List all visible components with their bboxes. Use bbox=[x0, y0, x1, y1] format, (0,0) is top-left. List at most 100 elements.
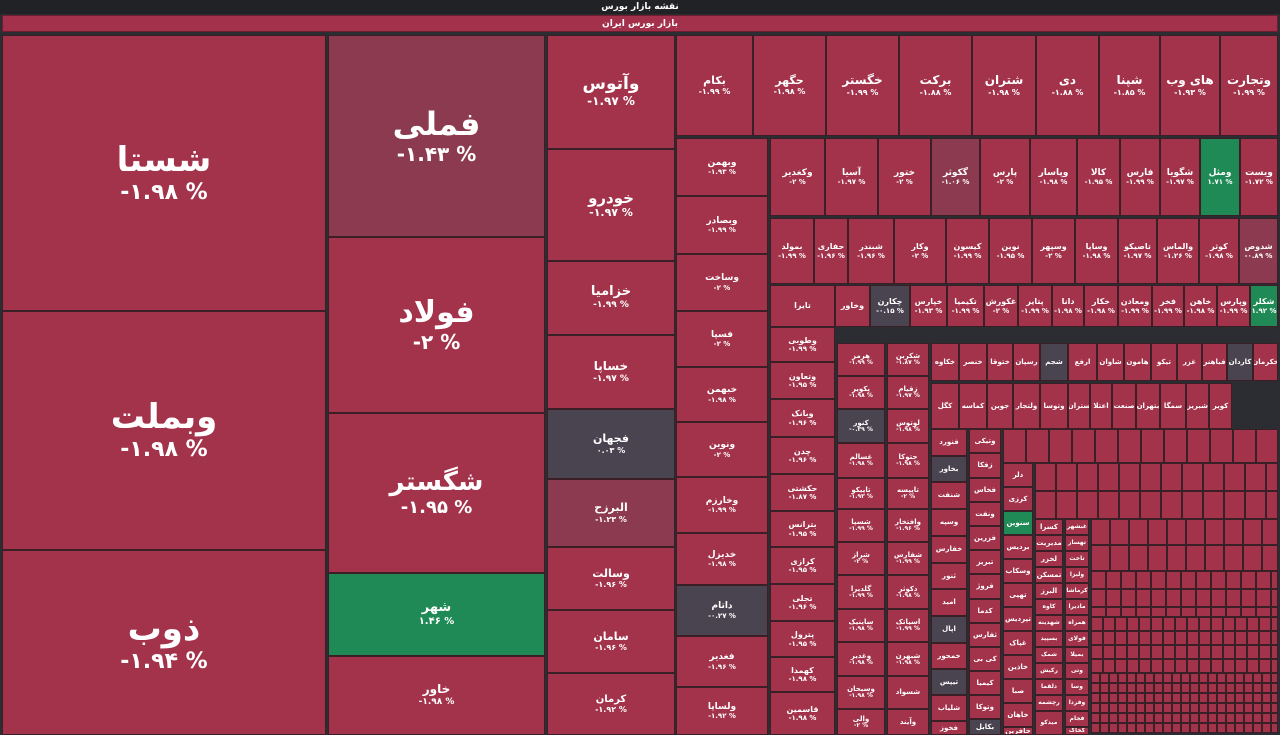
stock-tile[interactable]: آسیا -۱.۹۷ % bbox=[825, 138, 878, 216]
stock-tile[interactable]: وتعاون -۱.۹۵ % bbox=[770, 362, 835, 399]
small-stock-cell[interactable] bbox=[1139, 617, 1151, 631]
stock-tile[interactable]: کالا -۱.۹۵ % bbox=[1077, 138, 1120, 216]
stock-tile[interactable]: کماسه bbox=[959, 383, 987, 429]
stock-tile[interactable]: خساپا -۱.۹۷ % bbox=[547, 335, 675, 409]
stock-tile[interactable]: شگستر -۱.۹۵ % bbox=[328, 413, 545, 573]
small-stock-cell[interactable] bbox=[1098, 491, 1119, 519]
small-stock-cell[interactable] bbox=[1136, 723, 1145, 733]
stock-tile[interactable]: فنورد bbox=[931, 429, 967, 456]
small-stock-cell[interactable] bbox=[1115, 631, 1127, 645]
stock-tile[interactable]: غپاک bbox=[1003, 631, 1033, 655]
small-stock-cell[interactable] bbox=[1163, 631, 1175, 645]
stock-tile[interactable]: خاهن -۱.۹۸ % bbox=[1184, 285, 1217, 327]
small-stock-cell[interactable] bbox=[1271, 659, 1278, 673]
stock-tile[interactable]: وسبحان -۱.۹۸ % bbox=[837, 676, 885, 709]
small-stock-cell[interactable] bbox=[1187, 429, 1210, 463]
small-stock-cell[interactable] bbox=[1139, 631, 1151, 645]
small-stock-cell[interactable] bbox=[1161, 491, 1182, 519]
stock-tile[interactable]: شکربن -۱.۸۷ % bbox=[887, 343, 929, 376]
stock-tile[interactable]: اسیاتک -۱.۹۹ % bbox=[887, 609, 929, 642]
small-stock-cell[interactable] bbox=[1181, 693, 1190, 703]
stock-tile[interactable]: زقیام -۱.۹۷ % bbox=[887, 376, 929, 409]
small-stock-cell[interactable] bbox=[1244, 673, 1253, 683]
stock-tile[interactable]: صنعت bbox=[1112, 383, 1136, 429]
small-stock-cell[interactable] bbox=[1109, 723, 1118, 733]
stock-tile[interactable]: ومثل ۱.۷۱ % bbox=[1200, 138, 1240, 216]
small-stock-cell[interactable] bbox=[1136, 703, 1145, 713]
stock-tile[interactable]: کنور -۰.۳۹ % bbox=[837, 409, 885, 443]
stock-tile[interactable]: تهساز bbox=[1065, 535, 1089, 551]
small-stock-cell[interactable] bbox=[1091, 673, 1100, 683]
stock-tile[interactable]: حفاری -۱.۹۶ % bbox=[814, 218, 848, 284]
stock-tile[interactable]: تمسکن bbox=[1035, 567, 1063, 583]
small-stock-cell[interactable] bbox=[1205, 519, 1224, 545]
small-stock-cell[interactable] bbox=[1262, 545, 1278, 571]
stock-tile[interactable]: غسالم -۱.۹۸ % bbox=[837, 443, 885, 478]
small-stock-cell[interactable] bbox=[1181, 723, 1190, 733]
stock-tile[interactable]: بسپید bbox=[1035, 631, 1063, 647]
stock-tile[interactable]: ومعادن -۱.۹۹ % bbox=[1118, 285, 1152, 327]
stock-tile[interactable]: تیکو bbox=[1151, 343, 1177, 381]
stock-tile[interactable]: فزرین bbox=[969, 526, 1001, 550]
small-stock-cell[interactable] bbox=[1035, 491, 1056, 519]
small-stock-cell[interactable] bbox=[1190, 703, 1199, 713]
small-stock-cell[interactable] bbox=[1205, 545, 1224, 571]
small-stock-cell[interactable] bbox=[1151, 631, 1163, 645]
small-stock-cell[interactable] bbox=[1203, 463, 1224, 491]
small-stock-cell[interactable] bbox=[1072, 429, 1095, 463]
small-stock-cell[interactable] bbox=[1118, 683, 1127, 693]
small-stock-cell[interactable] bbox=[1247, 659, 1259, 673]
stock-tile[interactable]: خفارس bbox=[931, 536, 967, 563]
small-stock-cell[interactable] bbox=[1266, 491, 1278, 519]
stock-tile[interactable]: بمیلا bbox=[1065, 647, 1089, 663]
small-stock-cell[interactable] bbox=[1241, 589, 1256, 607]
stock-tile[interactable]: شفارس -۱.۹۹ % bbox=[887, 542, 929, 575]
small-stock-cell[interactable] bbox=[1256, 429, 1278, 463]
small-stock-cell[interactable] bbox=[1129, 519, 1148, 545]
small-stock-cell[interactable] bbox=[1127, 617, 1139, 631]
small-stock-cell[interactable] bbox=[1244, 703, 1253, 713]
small-stock-cell[interactable] bbox=[1208, 713, 1217, 723]
small-stock-cell[interactable] bbox=[1181, 703, 1190, 713]
small-stock-cell[interactable] bbox=[1262, 683, 1271, 693]
stock-tile[interactable]: غزر bbox=[1177, 343, 1202, 381]
small-stock-cell[interactable] bbox=[1151, 571, 1166, 589]
small-stock-cell[interactable] bbox=[1163, 673, 1172, 683]
small-stock-cell[interactable] bbox=[1145, 683, 1154, 693]
small-stock-cell[interactable] bbox=[1115, 645, 1127, 659]
small-stock-cell[interactable] bbox=[1244, 693, 1253, 703]
small-stock-cell[interactable] bbox=[1199, 631, 1211, 645]
stock-tile[interactable]: دلقما bbox=[1035, 679, 1063, 695]
small-stock-cell[interactable] bbox=[1100, 703, 1109, 713]
stock-tile[interactable]: ولتجار bbox=[1013, 383, 1040, 429]
small-stock-cell[interactable] bbox=[1199, 693, 1208, 703]
small-stock-cell[interactable] bbox=[1172, 693, 1181, 703]
small-stock-cell[interactable] bbox=[1187, 645, 1199, 659]
small-stock-cell[interactable] bbox=[1271, 571, 1278, 589]
stock-tile[interactable]: حکشتی -۱.۸۷ % bbox=[770, 474, 835, 511]
small-stock-cell[interactable] bbox=[1091, 607, 1106, 617]
small-stock-cell[interactable] bbox=[1118, 723, 1127, 733]
small-stock-cell[interactable] bbox=[1091, 589, 1106, 607]
stock-tile[interactable]: خدیزل -۱.۹۸ % bbox=[676, 533, 768, 585]
small-stock-cell[interactable] bbox=[1110, 545, 1129, 571]
small-stock-cell[interactable] bbox=[1199, 723, 1208, 733]
stock-tile[interactable]: سامان -۱.۹۶ % bbox=[547, 610, 675, 673]
small-stock-cell[interactable] bbox=[1186, 545, 1205, 571]
stock-tile[interactable]: البرزح -۱.۲۳ % bbox=[547, 479, 675, 547]
stock-tile[interactable]: وخارزم -۱.۹۹ % bbox=[676, 477, 768, 533]
stock-tile[interactable]: خزامیا -۱.۹۹ % bbox=[547, 261, 675, 335]
stock-tile[interactable]: وسا bbox=[1065, 679, 1089, 695]
stock-tile[interactable]: وتوسا bbox=[1040, 383, 1068, 429]
small-stock-cell[interactable] bbox=[1091, 713, 1100, 723]
small-stock-cell[interactable] bbox=[1226, 723, 1235, 733]
small-stock-cell[interactable] bbox=[1095, 429, 1118, 463]
small-stock-cell[interactable] bbox=[1199, 703, 1208, 713]
stock-tile[interactable]: ولبزا bbox=[1065, 567, 1089, 583]
small-stock-cell[interactable] bbox=[1106, 607, 1121, 617]
stock-tile[interactable]: جوین bbox=[987, 383, 1013, 429]
small-stock-cell[interactable] bbox=[1026, 429, 1049, 463]
small-stock-cell[interactable] bbox=[1271, 683, 1278, 693]
stock-tile[interactable]: گلدیرا -۱.۹۹ % bbox=[837, 575, 885, 609]
small-stock-cell[interactable] bbox=[1186, 519, 1205, 545]
